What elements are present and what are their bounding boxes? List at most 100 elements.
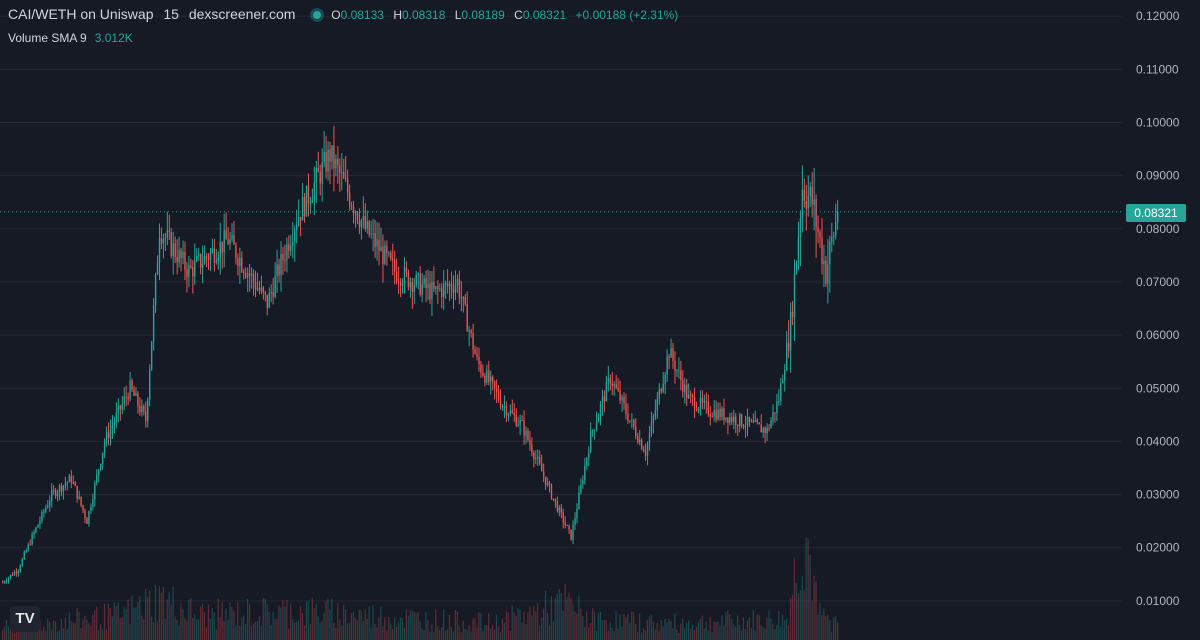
volume-bar xyxy=(680,623,682,640)
volume-bar xyxy=(386,630,388,640)
candle-body xyxy=(331,145,333,162)
volume-bar xyxy=(552,621,554,640)
volume-bar xyxy=(705,622,707,640)
volume-bar xyxy=(570,598,572,640)
volume-bar xyxy=(750,627,752,640)
candle-body xyxy=(488,370,490,382)
volume-bar xyxy=(201,603,204,640)
volume-bar xyxy=(86,620,88,640)
volume-bar xyxy=(23,632,25,640)
volume-bar xyxy=(70,620,72,640)
candle-body xyxy=(100,463,102,470)
volume-bar xyxy=(256,621,258,640)
volume-bar xyxy=(164,618,166,640)
candle-body xyxy=(278,264,280,276)
y-tick-label: 0.12000 xyxy=(1136,9,1180,23)
volume-bar xyxy=(619,613,621,640)
candle-body xyxy=(74,482,76,486)
candle-body xyxy=(578,492,580,509)
volume-bar xyxy=(499,632,502,640)
volume-bar xyxy=(252,623,255,640)
volume-bar xyxy=(198,619,200,640)
volume-bar xyxy=(497,626,500,640)
y-tick-label: 0.07000 xyxy=(1136,275,1180,289)
volume-bar xyxy=(472,618,474,640)
candle-body xyxy=(782,380,784,384)
candle-body xyxy=(96,474,98,484)
candle-body xyxy=(611,383,613,386)
volume-bar xyxy=(41,630,43,640)
candle-body xyxy=(766,428,768,434)
candle-body xyxy=(260,287,263,291)
volume-bar xyxy=(541,617,543,640)
candle-body xyxy=(558,507,561,512)
volume-bar xyxy=(56,631,59,640)
candle-body xyxy=(109,429,112,439)
volume-bar xyxy=(568,592,570,640)
candle-body xyxy=(98,469,100,475)
volume-bar xyxy=(378,617,380,640)
volume-bar xyxy=(162,586,164,640)
candle-body xyxy=(517,424,519,426)
volume-bar xyxy=(409,610,411,640)
volume-bar xyxy=(196,619,198,640)
candle-body xyxy=(235,244,237,259)
candle-body xyxy=(243,271,245,274)
volume-bar xyxy=(684,628,686,640)
volume-bar xyxy=(633,612,635,640)
volume-bar xyxy=(303,625,306,640)
candle-body xyxy=(533,452,535,459)
volume-legend: Volume SMA 9 3.012K xyxy=(8,31,133,45)
candle-body xyxy=(252,273,255,282)
volume-bar xyxy=(501,618,503,640)
volume-bar xyxy=(372,605,374,640)
volume-bar xyxy=(299,606,302,640)
candle-body xyxy=(452,289,455,293)
candle-body xyxy=(25,550,27,553)
candle-body xyxy=(166,230,169,238)
candle-body xyxy=(648,434,651,444)
candle-body xyxy=(613,384,615,386)
volume-bar xyxy=(807,539,809,640)
volume-bar xyxy=(364,608,366,640)
candle-body xyxy=(164,237,167,239)
volume-bar xyxy=(74,622,76,640)
candle-body xyxy=(52,490,55,492)
candle-body xyxy=(121,403,123,410)
volume-bar xyxy=(544,590,547,640)
candle-body xyxy=(817,227,819,233)
candle-body xyxy=(531,444,533,453)
candle-body xyxy=(286,244,288,261)
volume-bar xyxy=(13,632,15,640)
volume-label: Volume SMA 9 xyxy=(8,31,87,45)
volume-bar xyxy=(323,612,325,640)
candle-body xyxy=(207,257,210,260)
volume-bar xyxy=(429,631,431,640)
volume-bar xyxy=(443,609,445,640)
volume-bar xyxy=(211,608,213,640)
candle-body xyxy=(813,199,815,205)
volume-bar xyxy=(33,626,35,640)
candle-body xyxy=(586,457,588,466)
volume-bar xyxy=(605,619,607,640)
volume-bar xyxy=(160,592,162,640)
tradingview-logo-icon[interactable]: TV xyxy=(10,606,40,632)
candle-body xyxy=(539,457,541,464)
volume-bar xyxy=(282,600,284,640)
volume-bar xyxy=(427,620,429,640)
y-tick-label: 0.05000 xyxy=(1136,381,1180,395)
candle-body xyxy=(280,254,282,276)
candle-body xyxy=(184,251,186,270)
candle-body xyxy=(523,420,525,436)
candle-body xyxy=(588,452,590,458)
candle-body xyxy=(37,524,39,528)
candle-body xyxy=(90,506,92,512)
candle-body xyxy=(388,252,390,254)
volume-bar xyxy=(803,590,805,640)
candle-body xyxy=(41,512,43,521)
volume-bar xyxy=(221,602,223,640)
volume-bar xyxy=(637,632,639,640)
volume-bar xyxy=(168,592,170,640)
